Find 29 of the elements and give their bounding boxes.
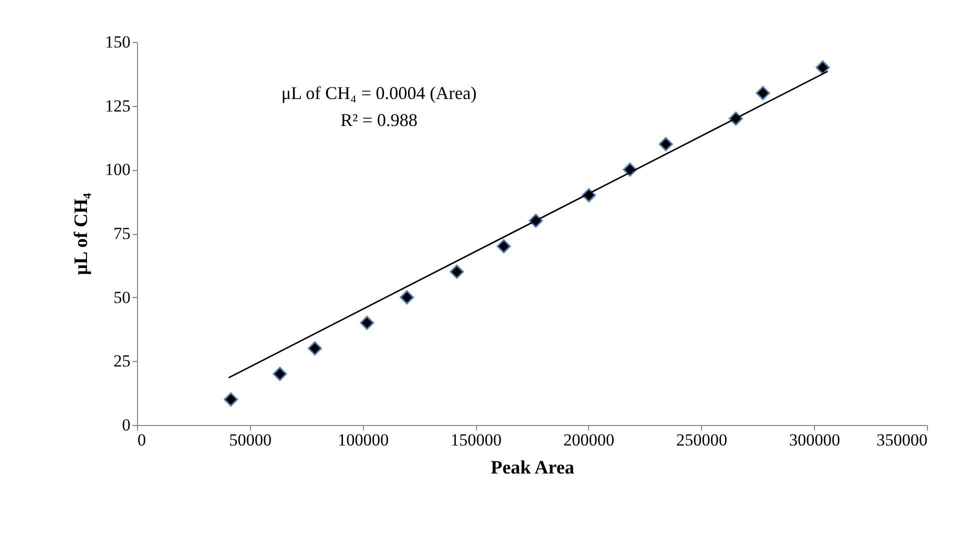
point bbox=[658, 137, 673, 152]
y-tick-label: 0 bbox=[122, 416, 130, 434]
x-tick-label: 150000 bbox=[450, 430, 502, 450]
x-tick-label: 50000 bbox=[229, 430, 272, 450]
point bbox=[308, 341, 322, 356]
x-tick-label: 350000 bbox=[876, 430, 928, 450]
x-axis-title: Peak Area bbox=[490, 458, 575, 478]
y-tick-label: 100 bbox=[105, 160, 130, 180]
point bbox=[360, 316, 374, 330]
x-tick-label: 200000 bbox=[563, 430, 614, 450]
y-tick-label: 75 bbox=[114, 224, 130, 243]
point bbox=[496, 239, 511, 254]
y-axis-title: μL of CH₄ bbox=[71, 192, 92, 275]
point bbox=[400, 290, 414, 304]
annotation: R² = 0.988 bbox=[340, 110, 418, 130]
point bbox=[224, 392, 238, 407]
x-tick-label: 100000 bbox=[338, 430, 389, 450]
y-tick-label: 50 bbox=[114, 288, 130, 307]
point bbox=[272, 366, 287, 382]
y-tick-label: 125 bbox=[105, 96, 130, 116]
point bbox=[450, 264, 464, 279]
x-tick-label: 300000 bbox=[789, 430, 840, 450]
x-tick-label: 250000 bbox=[676, 430, 728, 450]
x-tick-label: 0 bbox=[138, 430, 146, 450]
annotation: μL of CH₄ = 0.0004 (Area) bbox=[281, 83, 477, 103]
y-tick-label: 150 bbox=[105, 32, 130, 52]
y-tick-label: 25 bbox=[114, 352, 130, 371]
point bbox=[816, 60, 830, 75]
point bbox=[756, 86, 770, 100]
